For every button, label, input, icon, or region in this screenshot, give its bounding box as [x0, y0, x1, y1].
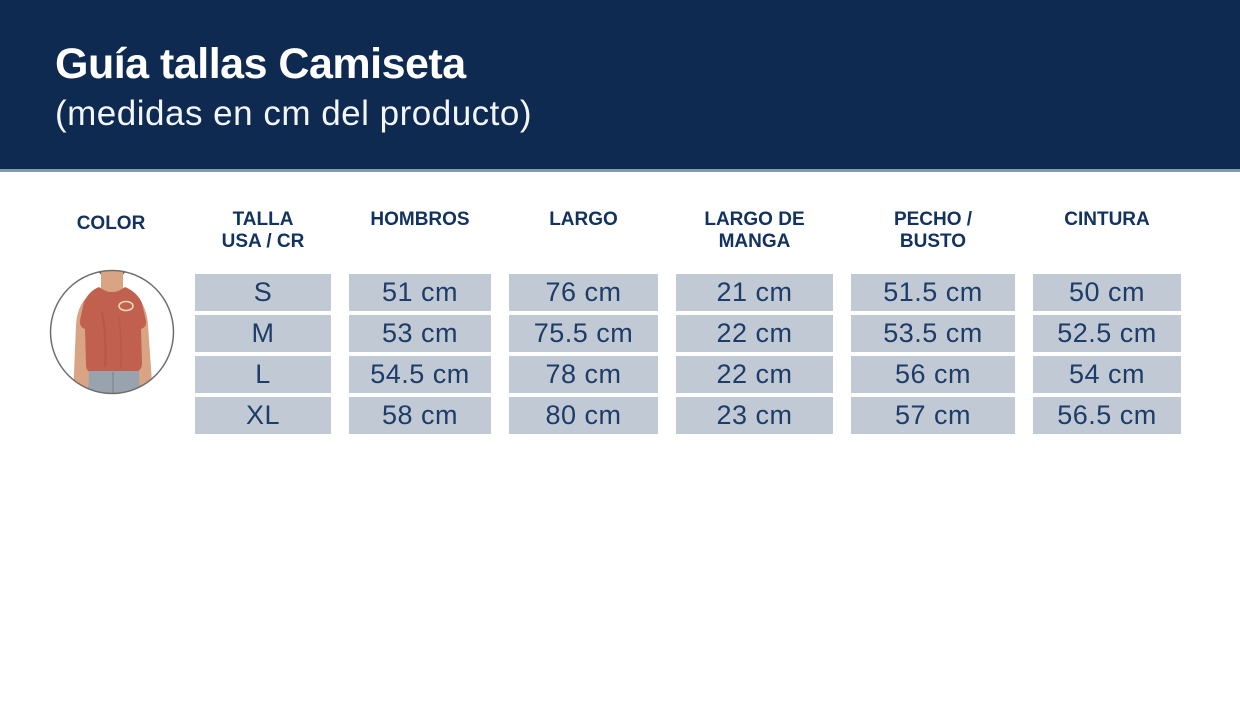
color-cell-spacer	[9, 397, 177, 434]
column-header-color: COLOR	[76, 213, 146, 234]
largo-cell: 75.5 cm	[509, 315, 658, 352]
table-row: M 53 cm 75.5 cm 22 cm 53.5 cm 52.5 cm	[0, 315, 1190, 356]
column-header-talla: TALLA USA / CR	[221, 209, 305, 252]
hombros-cell: 58 cm	[349, 397, 491, 434]
column-header-cintura: CINTURA	[1064, 209, 1150, 230]
size-table: COLOR TALLA USA / CR HOMBROS LARGO LARGO…	[0, 207, 1190, 438]
pecho-cell: 56 cm	[851, 356, 1015, 393]
hombros-cell: 53 cm	[349, 315, 491, 352]
cintura-cell: 50 cm	[1033, 274, 1181, 311]
column-header-hombros: HOMBROS	[370, 209, 470, 230]
cintura-cell: 52.5 cm	[1033, 315, 1181, 352]
page-title: Guía tallas Camiseta	[55, 40, 466, 88]
tshirt-body	[79, 287, 147, 373]
column-header-largo-de-manga: LARGO DE MANGA	[704, 209, 805, 252]
largo-cell: 80 cm	[509, 397, 658, 434]
column-header-pecho-busto: PECHO / BUSTO	[893, 209, 973, 252]
column-header-largo: LARGO	[549, 209, 618, 230]
photo-circle-border	[49, 269, 175, 395]
manga-cell: 22 cm	[676, 356, 833, 393]
size-cell: XL	[195, 397, 331, 434]
table-row: S 51 cm 76 cm 21 cm 51.5 cm 50 cm	[0, 274, 1190, 315]
tshirt-product-image	[49, 269, 175, 395]
manga-cell: 22 cm	[676, 315, 833, 352]
model-neck	[101, 271, 123, 292]
cintura-cell: 54 cm	[1033, 356, 1181, 393]
product-photo	[47, 267, 177, 397]
largo-cell: 76 cm	[509, 274, 658, 311]
cintura-cell: 56.5 cm	[1033, 397, 1181, 434]
manga-cell: 21 cm	[676, 274, 833, 311]
size-cell: S	[195, 274, 331, 311]
size-cell: L	[195, 356, 331, 393]
largo-cell: 78 cm	[509, 356, 658, 393]
manga-cell: 23 cm	[676, 397, 833, 434]
chest-logo	[118, 300, 134, 312]
table-header-row: COLOR TALLA USA / CR HOMBROS LARGO LARGO…	[0, 207, 1190, 274]
pecho-cell: 57 cm	[851, 397, 1015, 434]
size-cell: M	[195, 315, 331, 352]
hombros-cell: 51 cm	[349, 274, 491, 311]
page-subtitle: (medidas en cm del producto)	[55, 94, 532, 134]
pecho-cell: 53.5 cm	[851, 315, 1015, 352]
table-row: L 54.5 cm 78 cm 22 cm 56 cm 54 cm	[0, 356, 1190, 397]
table-row: XL 58 cm 80 cm 23 cm 57 cm 56.5 cm	[0, 397, 1190, 438]
pecho-cell: 51.5 cm	[851, 274, 1015, 311]
hombros-cell: 54.5 cm	[349, 356, 491, 393]
header-banner: Guía tallas Camiseta (medidas en cm del …	[0, 0, 1240, 172]
